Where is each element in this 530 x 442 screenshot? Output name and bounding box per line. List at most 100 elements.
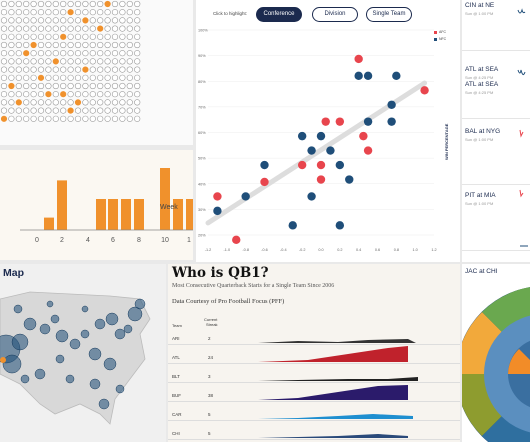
game-label[interactable]: BAL at NYG — [465, 128, 501, 135]
game-label[interactable]: JAC at CHI — [465, 268, 498, 275]
y-tick-label: 30% — [198, 208, 206, 212]
scatter-point[interactable] — [363, 71, 373, 81]
scatter-point[interactable] — [420, 86, 429, 95]
scatter-panel: Click to highlight: Conference Division … — [196, 0, 460, 262]
dot — [52, 66, 59, 73]
dot — [104, 82, 111, 90]
dot — [126, 58, 133, 65]
table-row-streak: 5 — [208, 412, 211, 417]
scatter-point[interactable] — [316, 175, 326, 184]
scatter-point[interactable] — [232, 235, 241, 245]
dot — [30, 82, 37, 90]
scatter-point[interactable] — [297, 160, 307, 170]
dot — [37, 107, 45, 114]
dot — [45, 33, 52, 40]
scatter-point[interactable] — [359, 131, 368, 141]
dot — [30, 25, 37, 32]
dot — [8, 99, 15, 106]
dot — [15, 50, 22, 57]
scatter-point[interactable] — [297, 131, 307, 141]
dot — [8, 107, 15, 114]
dot — [82, 107, 89, 114]
dot — [82, 41, 89, 49]
dot — [67, 0, 74, 8]
scatter-point[interactable] — [288, 221, 297, 230]
scatter-point[interactable] — [260, 160, 269, 170]
dot — [37, 82, 45, 90]
team-header: Team — [172, 323, 182, 328]
scatter-point[interactable] — [321, 117, 330, 126]
division-button[interactable]: Division — [312, 7, 358, 22]
scatter-point[interactable] — [335, 160, 345, 170]
scatter-point[interactable] — [392, 71, 401, 81]
game-time: Sun @ 1:00 PM — [465, 11, 494, 16]
scatter-point[interactable] — [335, 117, 345, 126]
dot — [111, 107, 119, 114]
conference-button[interactable]: Conference — [256, 7, 302, 22]
qb-subtitle: Most Consecutive Quarterback Starts for … — [172, 283, 335, 289]
table-row-team: CAR — [172, 412, 182, 417]
dot — [126, 99, 133, 106]
scatter-point[interactable] — [307, 192, 316, 201]
dot — [37, 0, 45, 8]
scatter-point[interactable] — [316, 131, 326, 141]
dot — [23, 33, 30, 40]
scatter-point[interactable] — [335, 221, 345, 230]
dot — [97, 66, 104, 73]
dot — [97, 99, 104, 106]
streak-header-line1: Current — [204, 317, 218, 322]
game-label[interactable]: CIN at NE — [465, 2, 495, 9]
map-bubble — [103, 357, 117, 371]
scatter-point[interactable] — [354, 54, 363, 64]
scatter-point[interactable] — [363, 117, 373, 126]
scatter-point[interactable] — [241, 192, 250, 201]
game-label[interactable]: ATL at SEA — [465, 81, 499, 88]
dot — [74, 17, 82, 24]
dot — [111, 82, 119, 90]
dot — [134, 41, 141, 49]
map-bubble — [114, 328, 126, 340]
dot — [23, 58, 30, 65]
sparkline-icons — [517, 8, 528, 247]
map-bubble — [55, 329, 69, 343]
dot — [134, 66, 141, 73]
single-team-button[interactable]: Single Team — [366, 7, 412, 22]
table-row-team: CHI — [172, 431, 180, 436]
scatter-point[interactable] — [213, 192, 222, 201]
dot — [8, 74, 15, 81]
dot — [0, 33, 8, 40]
scatter-point[interactable] — [307, 146, 316, 155]
dot — [67, 91, 74, 98]
x-tick-label: 0.8 — [394, 248, 399, 252]
legend-afc-label: AFC — [439, 30, 446, 34]
scatter-point[interactable] — [260, 177, 269, 187]
scatter-point[interactable] — [213, 206, 222, 216]
dot — [74, 99, 82, 106]
dot — [119, 9, 126, 16]
dot — [60, 33, 67, 40]
dot — [0, 107, 8, 114]
bar — [186, 199, 193, 230]
scatter-point[interactable] — [345, 175, 354, 184]
map-bubble — [123, 324, 133, 334]
game-label[interactable]: ATL at SEA — [465, 66, 499, 73]
game-label[interactable]: PIT at MIA — [465, 192, 496, 199]
map-bubble — [88, 347, 102, 361]
dot — [134, 107, 141, 114]
scatter-point[interactable] — [387, 117, 396, 126]
dot — [134, 25, 141, 32]
scatter-point[interactable] — [387, 100, 396, 109]
scatter-point[interactable] — [326, 146, 335, 155]
dot — [45, 74, 52, 81]
qb-credit: Data Courtesy of Pro Football Focus (PFF… — [172, 298, 285, 305]
dot — [45, 41, 52, 49]
game-time: Sun @ 4:25 PM — [465, 75, 494, 80]
dot — [37, 99, 45, 106]
scatter-point[interactable] — [316, 160, 326, 170]
dot — [119, 41, 126, 49]
dot — [60, 115, 67, 122]
dot — [111, 25, 119, 32]
game-time: Sun @ 4:25 PM — [465, 90, 494, 95]
scatter-point[interactable] — [363, 146, 373, 155]
scatter-point[interactable] — [354, 71, 363, 81]
